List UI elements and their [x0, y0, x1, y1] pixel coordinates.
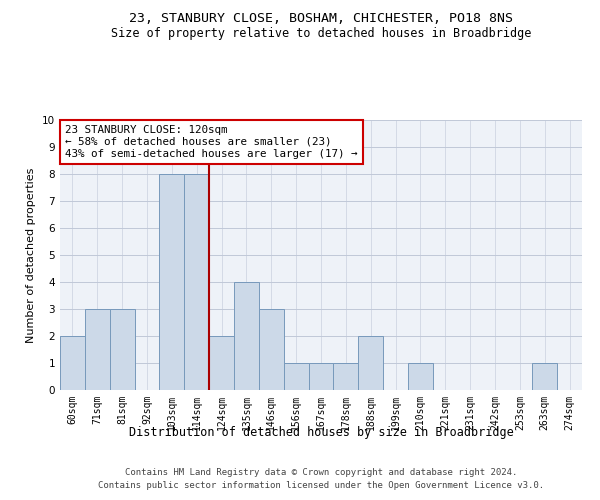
Bar — [234, 282, 259, 390]
Text: Contains HM Land Registry data © Crown copyright and database right 2024.
Contai: Contains HM Land Registry data © Crown c… — [98, 468, 544, 490]
Bar — [184, 174, 209, 390]
Bar — [284, 363, 308, 390]
Text: 23 STANBURY CLOSE: 120sqm
← 58% of detached houses are smaller (23)
43% of semi-: 23 STANBURY CLOSE: 120sqm ← 58% of detac… — [65, 126, 358, 158]
Bar — [532, 363, 557, 390]
Text: Size of property relative to detached houses in Broadbridge: Size of property relative to detached ho… — [111, 28, 531, 40]
Bar — [358, 336, 383, 390]
Bar — [408, 363, 433, 390]
Bar — [110, 309, 134, 390]
Y-axis label: Number of detached properties: Number of detached properties — [26, 168, 37, 342]
Bar — [259, 309, 284, 390]
Bar — [308, 363, 334, 390]
Bar — [209, 336, 234, 390]
Bar — [60, 336, 85, 390]
Bar — [334, 363, 358, 390]
Bar — [160, 174, 184, 390]
Text: Distribution of detached houses by size in Broadbridge: Distribution of detached houses by size … — [128, 426, 514, 439]
Bar — [85, 309, 110, 390]
Text: 23, STANBURY CLOSE, BOSHAM, CHICHESTER, PO18 8NS: 23, STANBURY CLOSE, BOSHAM, CHICHESTER, … — [129, 12, 513, 26]
